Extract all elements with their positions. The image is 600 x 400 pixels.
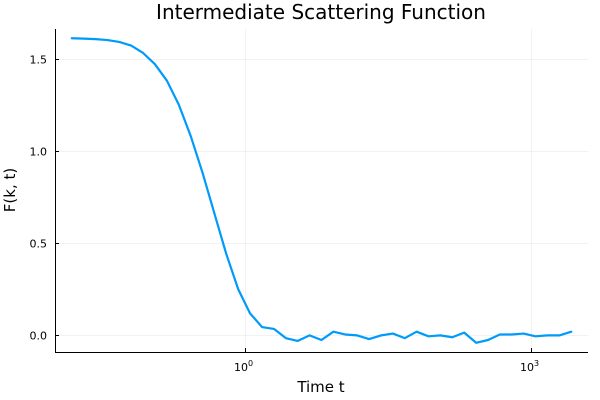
y-ticks: 0.0 0.5 1.0 1.5: [30, 54, 59, 343]
y-axis-label: F(k, t): [1, 168, 19, 212]
x-tick-label: 100: [234, 359, 253, 374]
y-tick-label: 0.5: [30, 238, 48, 251]
series-line: [70, 37, 573, 344]
y-tick-label: 0.0: [30, 330, 48, 343]
y-tick-label: 1.5: [30, 54, 48, 67]
x-tick-label: 103: [520, 359, 539, 374]
grid: [55, 29, 588, 352]
axes: [55, 29, 588, 353]
x-axis-label: Time t: [296, 378, 344, 396]
chart-title: Intermediate Scattering Function: [156, 0, 486, 24]
x-ticks: 100 103: [234, 348, 539, 374]
y-tick-label: 1.0: [30, 146, 48, 159]
series-layer: [70, 37, 573, 344]
